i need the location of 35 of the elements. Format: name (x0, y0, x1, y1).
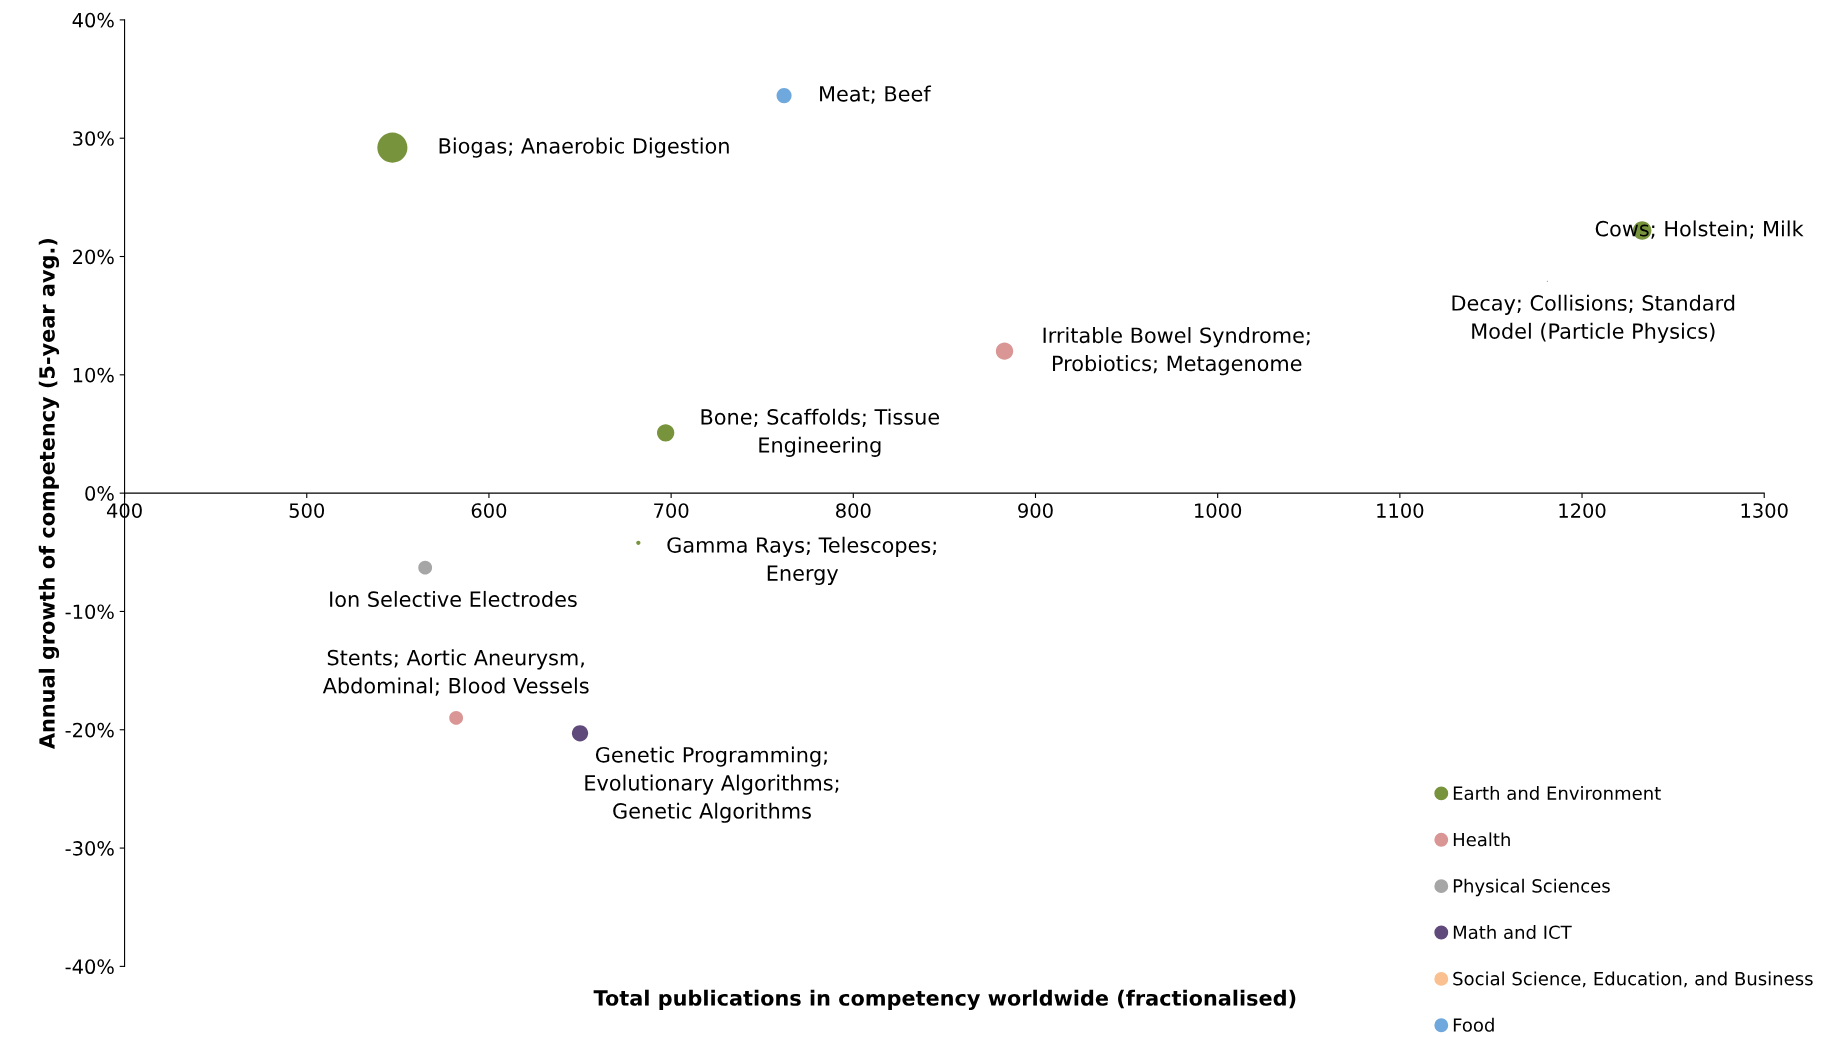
y-tick-label: 20% (73, 249, 114, 265)
y-tick-label: 10% (73, 367, 114, 383)
y-tick-label: 0% (85, 486, 114, 501)
annotation: Biogas; Anaerobic Digestion (439, 137, 729, 158)
annotation: Irritable Bowel Syndrome; Probiotics; Metagenome (1043, 327, 1310, 376)
legend-label: Physical Sciences (1453, 878, 1610, 897)
legend-label: Math and ICT (1453, 925, 1572, 940)
x-tick-label: 500 (289, 503, 325, 518)
annotation: Decay; Collisions; Standard Model (Particle Physics) (1452, 294, 1735, 343)
y-tick-label: -30% (65, 841, 114, 856)
x-tick-label: 1100 (1377, 503, 1424, 518)
legend-label: Food (1453, 1017, 1494, 1032)
legend-label: Social Science, Education, and Business (1453, 971, 1813, 988)
x-tick-label: 1300 (1741, 503, 1788, 518)
x-tick-label: 800 (836, 503, 871, 518)
annotation: Stents; Aortic Aneurysm, Abdominal; Blood Vessels (322, 649, 589, 696)
annotation: Meat; Beef (820, 85, 932, 104)
x-tick-label: 1200 (1559, 503, 1606, 518)
y-tick-label: 30% (73, 131, 114, 146)
x-tick-label: 900 (1018, 503, 1053, 518)
y-tick-label: -10% (65, 604, 114, 620)
x-tick-label: 600 (471, 503, 507, 518)
x-axis-title: Total publications in competency worldwide (fractionalised) (593, 989, 1296, 1011)
legend-label: Health (1453, 832, 1510, 847)
y-tick-label: -40% (65, 959, 114, 975)
annotation: Gamma Rays; Telescopes; Energy (667, 536, 936, 585)
y-tick-label: 40% (72, 12, 114, 28)
x-tick-label: 1000 (1195, 503, 1242, 518)
y-tick-label: -20% (65, 722, 114, 738)
annotation: Ion Selective Electrodes (330, 590, 577, 608)
legend-label: Earth and Environment (1453, 786, 1661, 800)
annotation: Bone; Scaffolds; Tissue Engineering (701, 408, 940, 457)
annotation: Genetic Programming; Evolutionary Algorithms; Genetic Algorithms (585, 746, 839, 823)
y-axis-title: Annual growth of competency (5-year avg.) (38, 238, 60, 750)
x-tick-label: 700 (654, 503, 689, 518)
